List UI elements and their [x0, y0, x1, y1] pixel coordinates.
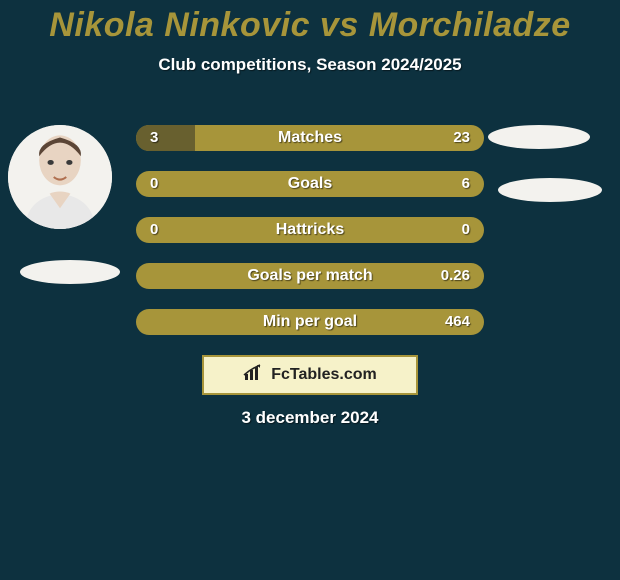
bar-value-right: 0: [462, 217, 470, 243]
bar-value-right: 23: [453, 125, 470, 151]
bar-label: Hattricks: [136, 217, 484, 243]
subtitle: Club competitions, Season 2024/2025: [0, 55, 620, 75]
bar-row: Hattricks0 0: [136, 217, 484, 243]
bar-value-right: 464: [445, 309, 470, 335]
bar-label: Min per goal: [136, 309, 484, 335]
badge-ellipse-right-2: [498, 178, 602, 202]
bar-row: Matches3 23: [136, 125, 484, 151]
bar-label: Matches: [136, 125, 484, 151]
logo-text: FcTables.com: [271, 366, 377, 384]
bar-value-left: 0: [150, 217, 158, 243]
bar-row: Goals0 6: [136, 171, 484, 197]
page-title: Nikola Ninkovic vs Morchiladze: [0, 0, 620, 45]
bar-label: Goals: [136, 171, 484, 197]
bar-row: Goals per match0.26: [136, 263, 484, 289]
bar-row: Min per goal464: [136, 309, 484, 335]
badge-ellipse-right-1: [488, 125, 590, 149]
person-icon: [8, 125, 112, 229]
bar-value-right: 0.26: [441, 263, 470, 289]
player-avatar-left: [8, 125, 112, 229]
bar-value-right: 6: [462, 171, 470, 197]
fctables-logo: FcTables.com: [202, 355, 418, 395]
canvas: Nikola Ninkovic vs Morchiladze Club comp…: [0, 0, 620, 580]
footer-date: 3 december 2024: [0, 408, 620, 428]
bar-chart-icon: [243, 364, 265, 387]
bar-value-left: 3: [150, 125, 158, 151]
badge-ellipse-left: [20, 260, 120, 284]
comparison-bars: Matches323Goals06Hattricks00Goals per ma…: [136, 125, 484, 355]
bar-label: Goals per match: [136, 263, 484, 289]
bar-value-left: 0: [150, 171, 158, 197]
